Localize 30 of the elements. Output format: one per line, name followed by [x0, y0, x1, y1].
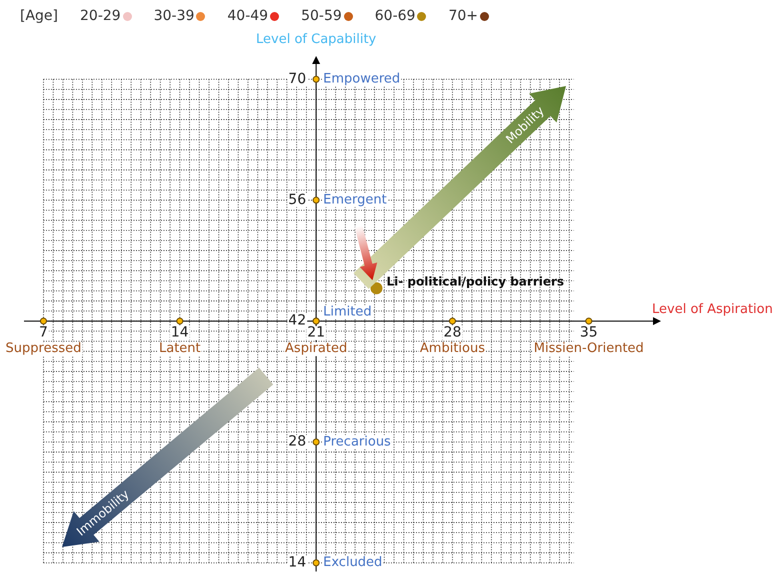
x-tick-label: 21	[307, 324, 326, 341]
legend-title: [Age]	[20, 8, 58, 24]
y-tick-label: 70	[288, 70, 306, 87]
legend-label: 30-39	[154, 8, 194, 24]
x-tick-label: 35	[580, 324, 598, 341]
annotation: Precarious	[323, 434, 392, 450]
x-tick-label: 28	[444, 324, 462, 341]
annotation: Li- political/policy barriers	[386, 274, 564, 288]
x-tick-label: 7	[39, 324, 48, 341]
x-tick-label: 14	[170, 324, 189, 341]
y-tick-label: 28	[288, 434, 306, 450]
annotation: Limited	[323, 304, 372, 320]
legend-label: 50-59	[301, 8, 342, 24]
y-tick-label: 14	[288, 554, 306, 571]
y-tick-label: 56	[288, 192, 306, 208]
legend-label: 20-29	[80, 8, 121, 24]
annotation: Emergent	[323, 192, 387, 208]
annotation: Excluded	[323, 555, 382, 570]
y-tick-label: 42	[288, 312, 306, 329]
annotation: Latent	[158, 340, 201, 356]
annotation: Aspirated	[285, 340, 348, 356]
annotation: Ambitious	[420, 340, 486, 356]
legend-label: 40-49	[227, 8, 268, 24]
y-axis-title: Level of Capability	[256, 32, 377, 47]
x-axis-title: Level of Aspiration	[652, 302, 773, 317]
annotation: Empowered	[323, 72, 400, 87]
annotation: Missien-Oriented	[534, 340, 644, 356]
legend-label: 70+	[448, 8, 478, 24]
legend-label: 60-69	[374, 8, 416, 24]
annotation: Suppressed	[6, 340, 82, 356]
